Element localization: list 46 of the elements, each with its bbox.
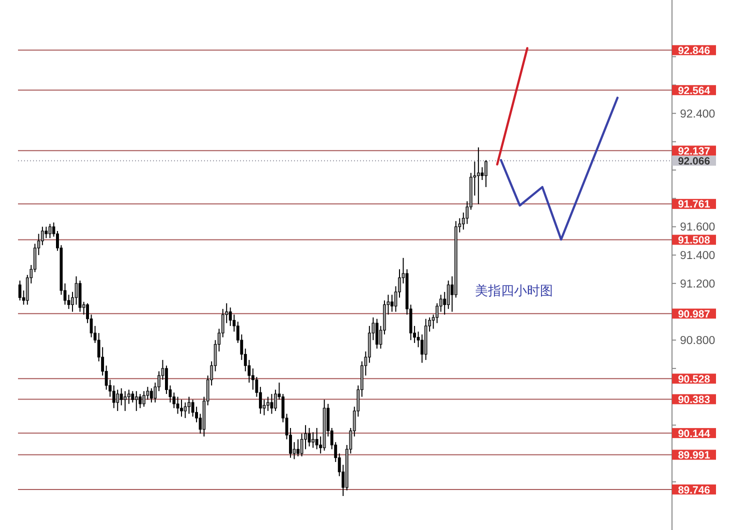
ref-label: 89.746 xyxy=(678,484,710,496)
candlestick xyxy=(390,294,394,312)
ytick-label: 90.800 xyxy=(680,335,716,348)
candlestick xyxy=(312,432,315,448)
candlestick xyxy=(44,226,48,239)
ytick-label: 91.600 xyxy=(680,222,716,234)
ref-label: 92.137 xyxy=(678,145,710,158)
candlestick xyxy=(315,427,318,450)
candlestick xyxy=(142,390,146,408)
candlestick xyxy=(308,427,311,447)
annotation: 美指四小时图 xyxy=(475,284,553,299)
candlestick xyxy=(40,226,44,246)
candlestick xyxy=(124,390,127,412)
ref-label: 92.846 xyxy=(678,44,710,57)
candlestick xyxy=(134,390,138,412)
candlestick xyxy=(184,402,187,419)
candlestick xyxy=(446,280,450,310)
candlestick xyxy=(18,280,22,301)
candlestick xyxy=(67,294,70,310)
ref-label: 92.066 xyxy=(678,156,710,168)
ytick-label: 91.200 xyxy=(680,278,716,290)
candlestick xyxy=(150,388,153,403)
ref-label: 90.987 xyxy=(678,308,710,320)
ref-label: 92.564 xyxy=(678,84,710,97)
ref-label: 89.991 xyxy=(678,450,710,462)
candlestick xyxy=(375,318,378,350)
ytick-label: 92.400 xyxy=(680,108,716,120)
candlestick xyxy=(176,396,180,414)
candlestick xyxy=(138,393,142,409)
candlestick xyxy=(112,384,116,409)
candlestick xyxy=(48,223,52,239)
candlestick xyxy=(180,399,183,418)
ytick-label: 91.400 xyxy=(680,250,716,262)
ref-label: 90.383 xyxy=(678,394,710,406)
ref-label: 91.508 xyxy=(678,234,710,247)
candlestick xyxy=(266,396,270,412)
candlestick xyxy=(116,389,120,412)
ref-label: 91.761 xyxy=(678,198,710,211)
candlestick xyxy=(296,438,300,457)
candlestick xyxy=(188,396,190,414)
line-series xyxy=(500,96,619,241)
candlestick xyxy=(270,393,274,414)
ref-label: 90.144 xyxy=(678,428,710,440)
candlestick xyxy=(127,389,130,404)
ref-label: 90.528 xyxy=(678,373,710,386)
candlestick xyxy=(131,390,134,403)
